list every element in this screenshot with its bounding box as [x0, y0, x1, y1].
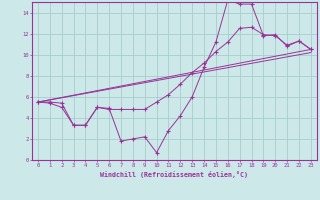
- X-axis label: Windchill (Refroidissement éolien,°C): Windchill (Refroidissement éolien,°C): [100, 171, 248, 178]
